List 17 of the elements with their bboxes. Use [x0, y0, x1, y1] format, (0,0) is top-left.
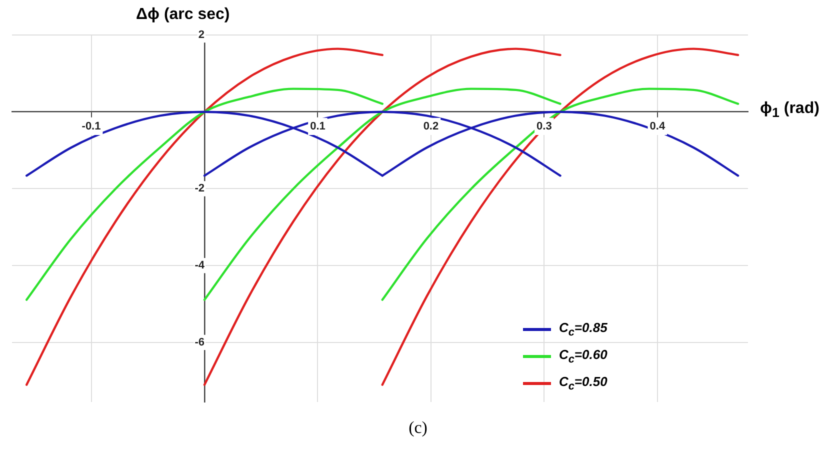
y-tick-label: -6	[194, 336, 204, 348]
x-tick-label: 0.4	[650, 120, 666, 132]
x-tick-label: 0.3	[536, 120, 552, 132]
y-tick-label: 2	[198, 29, 204, 42]
legend-label: C$_{c}$=0.60	[559, 347, 608, 366]
legend-label: C$_{c}$=0.85	[559, 320, 608, 339]
text: (c)	[408, 418, 428, 438]
line-series	[203, 88, 562, 301]
x-tick-label: 0.1	[310, 120, 326, 132]
x-axis-title: ϕ$_{1}$ (rad)	[760, 100, 820, 120]
legend-label: C$_{c}$=0.50	[559, 374, 608, 393]
y-tick-label: -2	[194, 182, 204, 195]
y-tick-label: -4	[194, 260, 206, 272]
x-tick-label: -0.1	[82, 120, 101, 132]
y-axis-title: Δϕ (arc sec)	[136, 6, 230, 24]
x-tick-label: 0.2	[423, 120, 439, 132]
line-series	[203, 48, 562, 386]
